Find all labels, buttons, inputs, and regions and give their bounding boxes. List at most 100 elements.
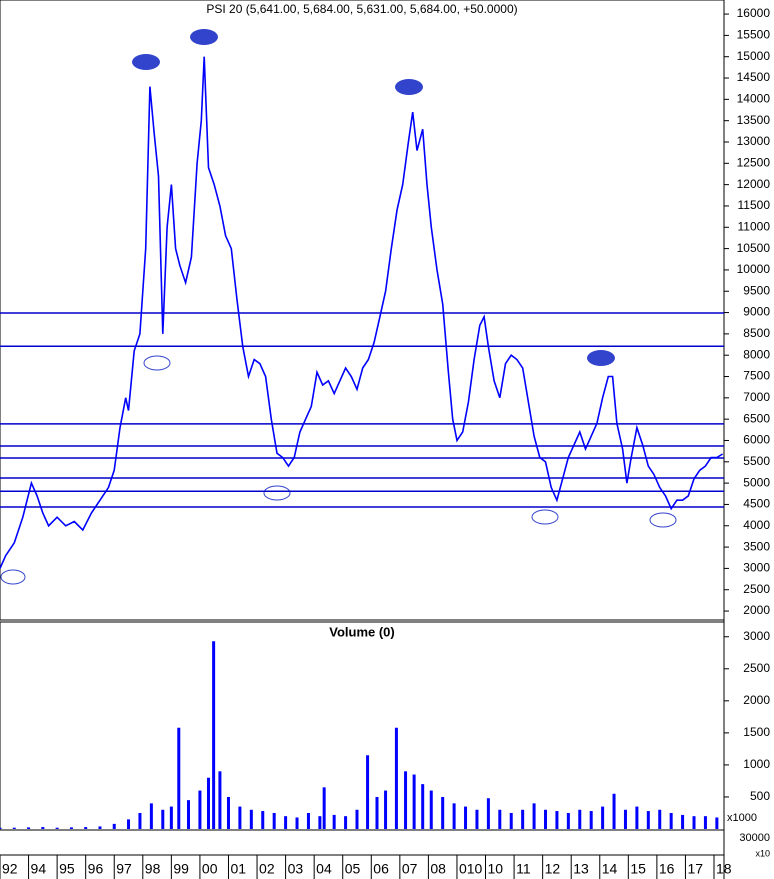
volume-bar — [261, 811, 265, 829]
volume-bar — [344, 816, 348, 829]
volume-bar — [692, 816, 696, 829]
volume-bar — [658, 809, 662, 829]
volume-panel — [0, 621, 725, 831]
y-tick-label: 7000 — [743, 390, 770, 404]
chart-title: PSI 20 (5,641.00, 5,684.00, 5,631.00, 5,… — [206, 2, 517, 16]
x-tick-label: 12 — [545, 861, 561, 877]
x-tick-label: 99 — [173, 861, 189, 877]
volume-bar — [41, 827, 45, 829]
volume-bar — [295, 817, 299, 829]
volume-bar — [332, 814, 336, 829]
volume-bar — [681, 814, 685, 829]
volume-bar — [322, 787, 326, 829]
volume-bar — [355, 809, 359, 829]
y-tick-label: 1000 — [743, 757, 770, 771]
y-tick-label: 10500 — [737, 241, 771, 255]
volume-bar — [703, 816, 707, 829]
volume-title: Volume (0) — [329, 624, 395, 639]
y-tick-label: 3000 — [743, 561, 770, 575]
bull-icons — [0, 355, 677, 585]
volume-bar — [375, 796, 379, 829]
x-tick-label: 04 — [316, 861, 332, 877]
volume-bar — [366, 755, 370, 829]
volume-bar — [589, 811, 593, 829]
x-tick-label: 96 — [88, 861, 104, 877]
volume-bar — [212, 641, 216, 829]
volume-bar — [486, 798, 490, 829]
volume-bar — [249, 809, 253, 829]
y-tick-label: 4000 — [743, 518, 770, 532]
y-tick-label: 16000 — [737, 6, 771, 20]
volume-bar — [543, 809, 547, 829]
volume-bar — [272, 812, 276, 829]
volume-bar — [452, 803, 456, 829]
volume-bar — [464, 806, 468, 829]
y-tick-label: 7500 — [743, 369, 770, 383]
y-tick-label: 11000 — [738, 219, 771, 233]
bear-icon — [587, 350, 615, 366]
volume-bar — [161, 809, 165, 829]
x-tick-label: 01 — [230, 861, 246, 877]
volume-bar — [27, 827, 31, 829]
volume-bar — [149, 803, 153, 829]
x-tick-label: 05 — [345, 861, 361, 877]
y-tick-label: 15000 — [737, 49, 771, 63]
volume-bar — [412, 774, 416, 829]
y-tick-label: 8500 — [743, 326, 770, 340]
x-tick-label: 16 — [659, 861, 675, 877]
y-tick-label: 8000 — [743, 347, 770, 361]
x-tick-label: 13 — [573, 861, 589, 877]
volume-bar — [318, 816, 322, 829]
y-tick-label: 5500 — [743, 454, 770, 468]
x-tick-label: 17 — [687, 861, 703, 877]
volume-bar — [384, 790, 388, 829]
x-tick-label: 14 — [602, 861, 618, 877]
x-tick-label: 00 — [202, 861, 218, 877]
volume-bar — [475, 809, 479, 829]
volume-bar — [394, 727, 398, 829]
volume-bar — [404, 771, 408, 829]
y-tick-label: 2500 — [743, 661, 770, 675]
y-tick-label: 2500 — [743, 582, 770, 596]
bear-icon — [190, 29, 218, 45]
volume-bar — [498, 809, 502, 829]
y-tick-label: 14500 — [737, 70, 771, 84]
volume-bar — [306, 812, 310, 829]
volume-bar — [566, 812, 570, 829]
y-tick-label: 6500 — [743, 411, 770, 425]
volume-bar — [429, 790, 433, 829]
x-tick-label: 08 — [430, 861, 446, 877]
volume-bar — [421, 784, 425, 829]
volume-bar — [578, 809, 582, 829]
y-tick-label: 2000 — [743, 693, 770, 707]
y-tick-label: 14000 — [737, 92, 771, 106]
volume-bar — [177, 727, 181, 829]
y-tick-label: 15500 — [737, 28, 771, 42]
bull-icon — [0, 569, 26, 585]
volume-bar — [138, 812, 142, 829]
axis-note: x1000 — [727, 812, 757, 824]
volume-bar — [226, 796, 230, 829]
volume-bar — [635, 806, 639, 829]
y-tick-label: 500 — [750, 789, 770, 803]
x-tick-label: 06 — [373, 861, 389, 877]
volume-bar — [98, 826, 102, 829]
axis-note: 30000 — [739, 832, 770, 844]
bull-icon — [263, 485, 291, 501]
x-tick-label: 07 — [402, 861, 418, 877]
volume-bar — [555, 811, 559, 829]
x-tick-label: 15 — [630, 861, 646, 877]
volume-bar — [127, 819, 131, 829]
bear-icon — [395, 79, 423, 95]
volume-bar — [169, 806, 173, 829]
x-tick-label: 03 — [288, 861, 304, 877]
y-tick-label: 9500 — [743, 283, 770, 297]
bear-icons — [132, 29, 615, 366]
bull-icon — [143, 355, 171, 371]
volume-bar — [198, 790, 202, 829]
x-tick-label: 010 — [459, 861, 483, 877]
y-tick-label: 11500 — [738, 198, 771, 212]
price-line — [0, 56, 724, 569]
volume-bar — [601, 806, 605, 829]
volume-bar — [112, 823, 116, 829]
